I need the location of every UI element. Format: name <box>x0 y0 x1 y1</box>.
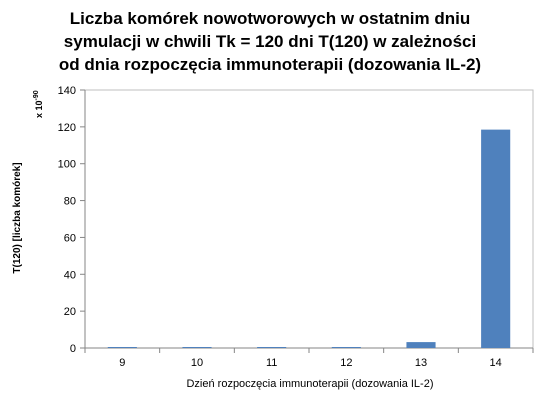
bar-12 <box>331 347 361 348</box>
y-tick-label: 100 <box>58 159 76 171</box>
chart-title-line-3: od dnia rozpoczęcia immunoterapii (dozow… <box>59 55 481 74</box>
y-tick-label: 140 <box>58 85 76 97</box>
y-tick-label: 20 <box>64 306 76 318</box>
y-tick-label: 120 <box>58 122 76 134</box>
y-axis-multiplier-base: x 10 <box>34 100 44 118</box>
y-tick-label: 40 <box>64 269 76 281</box>
y-axis-ticks: 0 20 40 60 80 100 120 140 <box>58 85 85 355</box>
chart-title: Liczba komórek nowotworowych w ostatnim … <box>59 9 481 74</box>
bar-14 <box>481 129 511 348</box>
bar-11 <box>257 347 287 348</box>
plot-frame <box>84 89 534 349</box>
x-tick-label: 12 <box>340 357 352 369</box>
bar-10 <box>182 347 212 348</box>
x-tick-label: 9 <box>119 357 125 369</box>
x-axis-ticks: 9 10 11 12 13 14 <box>84 348 534 369</box>
y-tick-label: 80 <box>64 196 76 208</box>
y-axis-title: T(120) [liczba komórek] <box>12 162 23 273</box>
bars <box>107 129 511 348</box>
plot-area <box>84 89 534 349</box>
chart-title-line-1: Liczba komórek nowotworowych w ostatnim … <box>70 9 470 28</box>
bar-9 <box>107 347 137 348</box>
y-axis-multiplier-exponent: -90 <box>33 90 40 100</box>
x-axis-title: Dzień rozpoczęcia immunoterapii (dozowan… <box>186 378 433 390</box>
y-axis-multiplier: x 10-90 <box>33 90 44 118</box>
x-tick-label: 14 <box>490 357 502 369</box>
x-tick-label: 13 <box>415 357 427 369</box>
y-tick-label: 60 <box>64 232 76 244</box>
bar-13 <box>406 342 436 348</box>
x-tick-label: 10 <box>191 357 203 369</box>
y-tick-label: 0 <box>70 343 76 355</box>
chart-title-line-2: symulacji w chwili Tk = 120 dni T(120) w… <box>64 32 476 51</box>
x-tick-label: 11 <box>266 357 277 369</box>
